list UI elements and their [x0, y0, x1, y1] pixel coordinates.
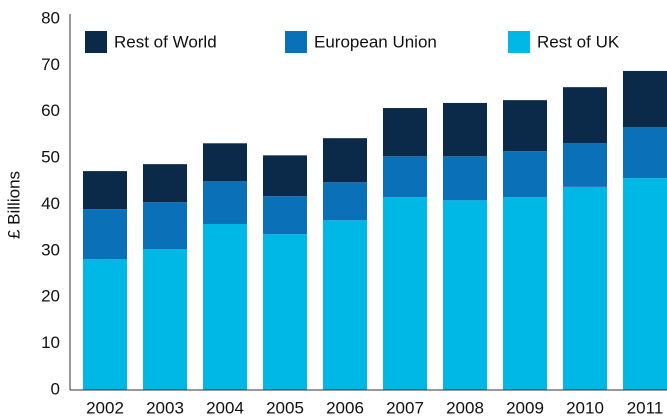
bar-segment [563, 186, 607, 390]
y-tick-label: 60 [41, 101, 60, 120]
bar-segment [623, 70, 667, 128]
bar-segment [503, 197, 547, 390]
x-tick-label: 2003 [146, 398, 184, 417]
x-tick-label: 2008 [446, 398, 484, 417]
bar-segment [623, 127, 667, 179]
bar-segment [563, 87, 607, 144]
x-tick-label: 2007 [386, 398, 424, 417]
x-tick-label: 2004 [206, 398, 244, 417]
x-tick-label: 2011 [627, 398, 664, 417]
bar-segment [623, 178, 667, 390]
bar-segment [443, 102, 487, 157]
bar-segment [143, 202, 187, 250]
bar-segment [383, 197, 427, 390]
bar-segment [323, 182, 367, 221]
legend-swatch [85, 31, 107, 53]
bar-segment [503, 151, 547, 198]
bar-segment [143, 249, 187, 390]
bar-segment [143, 164, 187, 203]
legend-label: Rest of World [114, 32, 217, 51]
bar-segment [563, 143, 607, 187]
bar-segment [263, 196, 307, 235]
y-tick-label: 50 [41, 148, 60, 167]
bar-segment [203, 181, 247, 224]
x-tick-label: 2009 [506, 398, 544, 417]
bar-segment [263, 234, 307, 390]
bar-segment [203, 143, 247, 182]
y-tick-label: 40 [41, 194, 60, 213]
x-tick-label: 2010 [566, 398, 604, 417]
y-tick-label: 80 [41, 8, 60, 27]
y-tick-label: 70 [41, 55, 60, 74]
bar-segment [443, 156, 487, 201]
y-tick-label: 20 [41, 287, 60, 306]
bar-segment [83, 171, 127, 210]
bar-segment [503, 100, 547, 152]
bar-segment [203, 223, 247, 390]
bar-segment [383, 156, 427, 198]
y-tick-label: 0 [51, 379, 60, 398]
x-tick-label: 2002 [86, 398, 124, 417]
legend-label: European Union [314, 32, 437, 51]
bar-segment [323, 220, 367, 390]
y-tick-label: 30 [41, 240, 60, 259]
y-axis-label: £ Billions [4, 171, 23, 239]
legend-swatch [508, 31, 530, 53]
bar-segment [383, 108, 427, 157]
bar-segment [443, 200, 487, 390]
legend-swatch [285, 31, 307, 53]
bar-segment [83, 209, 127, 260]
bar-segment [263, 155, 307, 197]
x-tick-label: 2006 [326, 398, 364, 417]
legend-label: Rest of UK [537, 32, 620, 51]
bar-segment [323, 138, 367, 183]
x-tick-label: 2005 [266, 398, 304, 417]
y-tick-label: 10 [41, 333, 60, 352]
bar-segment [83, 259, 127, 390]
